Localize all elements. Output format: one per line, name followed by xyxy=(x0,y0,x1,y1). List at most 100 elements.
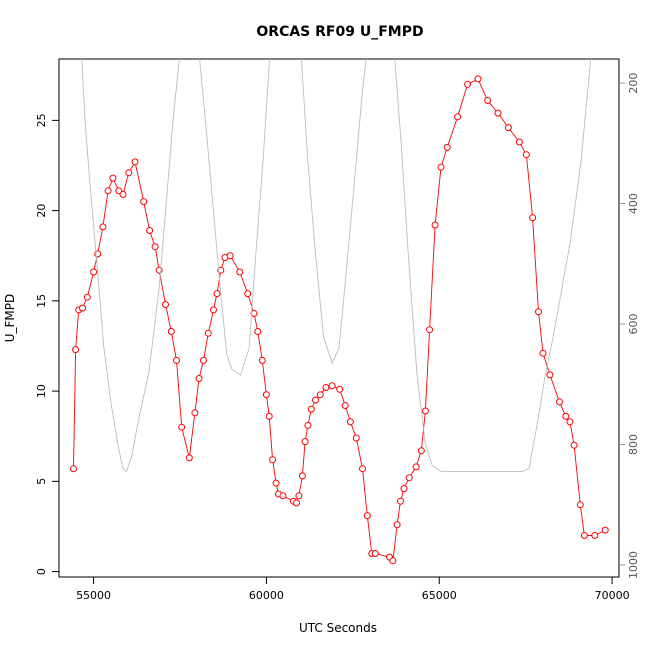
data-point-0-82 xyxy=(522,151,530,159)
y-tick-label-1: 5 xyxy=(35,478,48,485)
y2-tick-label-0: 200 xyxy=(627,73,640,94)
data-point-0-81 xyxy=(515,138,523,146)
data-point-0-90 xyxy=(570,441,578,449)
data-point-0-51 xyxy=(316,391,324,399)
data-point-0-22 xyxy=(185,454,193,462)
data-point-0-42 xyxy=(279,492,287,500)
data-point-0-72 xyxy=(431,221,439,229)
data-point-0-16 xyxy=(151,243,159,251)
x-axis: 55000 60000 65000 70000 xyxy=(76,577,630,602)
y-tick-label-0: 0 xyxy=(35,568,48,575)
y-axis-label: U_FMPD xyxy=(3,294,17,343)
data-point-0-5 xyxy=(90,268,98,276)
data-point-0-78 xyxy=(484,97,492,104)
series-line-1 xyxy=(81,59,592,473)
y-tick-label-4: 20 xyxy=(35,204,48,218)
data-point-0-91 xyxy=(576,501,584,509)
data-point-0-76 xyxy=(464,80,472,88)
data-point-0-57 xyxy=(352,434,360,442)
y2-tick-label-4: 1000 xyxy=(627,551,640,579)
data-point-0-26 xyxy=(204,329,212,337)
data-point-0-37 xyxy=(262,391,270,399)
data-point-0-40 xyxy=(272,479,280,487)
data-point-0-24 xyxy=(195,375,203,382)
data-point-0-25 xyxy=(200,356,207,364)
data-point-0-63 xyxy=(389,557,397,565)
series-layer xyxy=(70,59,609,565)
data-point-0-27 xyxy=(210,306,217,314)
data-point-0-39 xyxy=(269,456,277,464)
data-point-0-18 xyxy=(162,301,169,308)
data-point-0-73 xyxy=(437,163,445,171)
data-point-0-8 xyxy=(104,187,112,195)
data-point-0-7 xyxy=(99,223,107,231)
data-point-0-53 xyxy=(328,382,336,390)
data-point-0-38 xyxy=(265,412,273,420)
data-point-0-85 xyxy=(539,349,547,357)
data-point-0-35 xyxy=(254,328,262,335)
series-line-0 xyxy=(73,78,606,562)
data-point-0-84 xyxy=(535,308,542,316)
data-point-0-61 xyxy=(371,550,379,557)
y2-axis: 200 400 600 800 1000 xyxy=(619,73,640,579)
data-point-0-4 xyxy=(83,293,91,301)
data-point-0-45 xyxy=(295,492,303,500)
data-point-0-74 xyxy=(443,143,451,151)
x-tick-label-3: 70000 xyxy=(595,589,630,602)
data-point-0-48 xyxy=(304,421,312,429)
data-point-0-88 xyxy=(562,412,570,420)
data-point-0-87 xyxy=(556,398,563,406)
data-point-0-71 xyxy=(426,326,434,334)
x-tick-label-2: 65000 xyxy=(422,589,457,602)
data-point-0-36 xyxy=(258,356,266,364)
data-point-0-75 xyxy=(454,113,462,121)
data-point-0-15 xyxy=(146,227,154,234)
x-axis-label: UTC Seconds xyxy=(299,621,377,635)
data-point-0-1 xyxy=(72,346,80,354)
y-tick-label-2: 10 xyxy=(35,384,48,398)
data-point-0-79 xyxy=(494,109,502,117)
data-point-0-94 xyxy=(601,526,609,534)
data-point-0-64 xyxy=(393,521,401,529)
y-axis: 0 5 10 15 20 25 xyxy=(35,113,59,575)
data-point-0-92 xyxy=(580,532,588,539)
data-point-0-56 xyxy=(346,418,354,426)
data-point-0-14 xyxy=(140,198,148,206)
data-point-0-23 xyxy=(191,409,199,417)
data-point-0-59 xyxy=(363,512,371,520)
data-point-0-67 xyxy=(405,474,413,482)
y2-tick-label-3: 800 xyxy=(627,434,640,455)
y-tick-label-5: 25 xyxy=(35,113,48,127)
x-tick-label-1: 60000 xyxy=(249,589,284,602)
data-point-0-68 xyxy=(412,463,420,471)
data-point-0-17 xyxy=(155,266,163,274)
data-point-0-31 xyxy=(226,252,234,260)
data-point-0-20 xyxy=(173,356,180,364)
data-point-0-44 xyxy=(293,499,300,507)
data-point-0-83 xyxy=(529,214,537,222)
data-point-0-0 xyxy=(70,465,77,473)
plot-frame xyxy=(58,58,620,578)
data-point-0-47 xyxy=(301,438,309,446)
data-point-0-11 xyxy=(119,190,127,198)
y2-tick-label-1: 400 xyxy=(627,193,640,214)
y2-tick-label-2: 600 xyxy=(627,314,640,335)
data-point-0-9 xyxy=(109,174,117,182)
data-point-0-46 xyxy=(298,472,306,480)
data-point-0-55 xyxy=(341,402,349,409)
data-point-0-65 xyxy=(397,497,404,505)
x-tick-label-0: 55000 xyxy=(76,589,111,602)
data-point-0-12 xyxy=(125,169,133,177)
data-point-0-32 xyxy=(236,268,244,276)
data-point-0-77 xyxy=(474,75,482,83)
data-point-0-13 xyxy=(131,158,139,166)
data-point-0-54 xyxy=(336,385,344,393)
data-point-0-19 xyxy=(167,328,175,335)
data-point-0-34 xyxy=(250,310,258,317)
data-point-0-58 xyxy=(359,465,366,473)
data-point-0-28 xyxy=(213,290,221,298)
data-point-0-69 xyxy=(417,447,425,455)
data-point-0-49 xyxy=(307,405,315,413)
data-point-0-52 xyxy=(322,384,330,391)
y-tick-label-3: 15 xyxy=(35,294,48,308)
